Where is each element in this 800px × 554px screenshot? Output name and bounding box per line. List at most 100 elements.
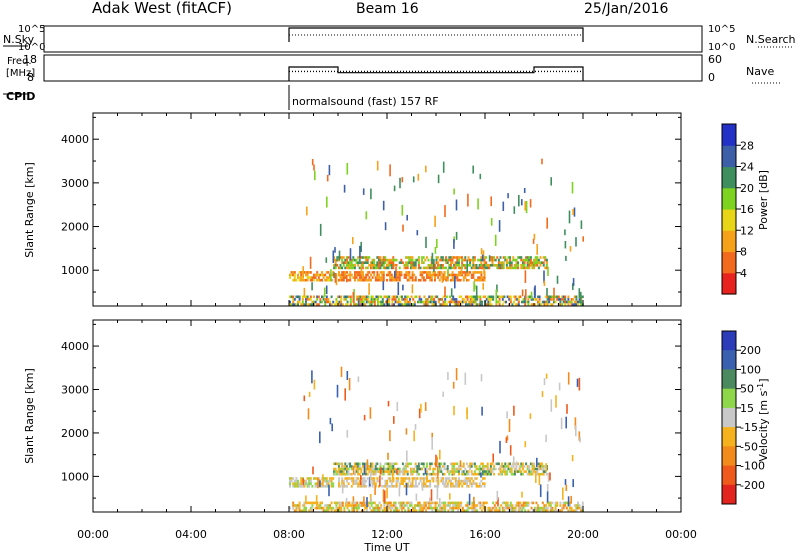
data-cell [339,472,342,476]
data-cell [545,509,547,512]
data-cell [431,298,434,301]
data-cell [300,271,303,274]
data-cell [422,482,425,485]
data-cell [309,256,312,269]
colorbar-tick-label: -50 [740,440,758,453]
data-cell [531,472,534,476]
data-cell [338,501,341,505]
data-cell [444,205,446,218]
data-cell [391,300,394,304]
data-cell [329,273,331,277]
data-cell [338,504,341,507]
data-cell [522,298,525,301]
data-cell [297,482,299,485]
data-cell [414,424,417,430]
data-cell [308,509,311,512]
data-cell [481,303,483,306]
data-cell [384,490,386,503]
data-cell [551,509,554,512]
data-cell [334,258,337,262]
data-cell [437,273,440,277]
data-cell [436,295,439,299]
data-cell [553,287,555,301]
data-cell [547,266,549,277]
data-cell [376,271,379,274]
data-cell [324,303,327,306]
data-cell [354,303,357,306]
data-cell [475,264,478,267]
data-cell [519,504,522,507]
data-cell [359,504,362,507]
data-cell [467,479,470,483]
data-cell [365,509,368,512]
data-cell [396,295,399,299]
data-cell [405,483,408,496]
data-cell [459,256,462,259]
data-cell [383,501,386,505]
data-cell [567,303,570,306]
data-cell [437,264,440,267]
data-cell [365,462,368,466]
data-cell [488,266,491,270]
data-cell [414,276,417,279]
data-cell [530,303,533,306]
data-cell [305,295,307,299]
data-cell [394,501,397,505]
data-cell [410,501,413,505]
data-cell [533,295,536,299]
data-cell [541,506,544,510]
data-cell [319,278,322,282]
data-cell [433,472,436,476]
data-cell [521,506,523,510]
data-cell [305,479,307,483]
data-cell [507,467,510,471]
data-cell [353,258,356,262]
data-cell [503,295,506,299]
data-cell [403,485,406,488]
data-cell [441,266,444,270]
data-cell [415,295,418,299]
data-cell [473,496,475,509]
data-cell [512,456,515,468]
data-cell [345,465,348,468]
data-cell [451,477,454,480]
data-cell [462,465,465,468]
data-cell [546,295,549,299]
data-cell [379,465,382,468]
data-cell [474,298,477,301]
y-tick-label: 3000 [61,177,89,190]
data-cell [313,300,315,304]
data-cell [461,300,464,304]
data-cell [293,303,296,306]
data-cell [426,506,429,510]
data-cell [448,479,451,483]
data-cell [426,273,428,277]
data-cell [340,300,343,304]
data-cell [371,482,374,485]
data-cell [314,482,317,485]
data-cell [478,271,481,274]
data-cell [392,276,395,279]
data-cell [457,504,459,507]
data-cell [526,264,529,267]
data-cell [515,461,518,471]
data-cell [349,300,352,304]
data-cell [377,504,379,507]
data-cell [492,298,495,301]
data-cell [298,509,301,512]
data-cell [465,470,468,473]
data-cell [340,501,343,505]
data-cell [487,303,490,306]
data-cell [440,258,443,262]
data-cell [292,271,295,274]
data-cell [349,271,352,274]
data-cell [390,261,393,264]
data-cell [363,414,366,421]
data-cell [411,264,414,267]
data-cell [351,504,354,507]
data-cell [441,256,444,259]
data-cell [510,472,513,476]
data-cell [453,485,456,488]
data-cell [417,501,419,505]
data-cell [495,289,498,303]
